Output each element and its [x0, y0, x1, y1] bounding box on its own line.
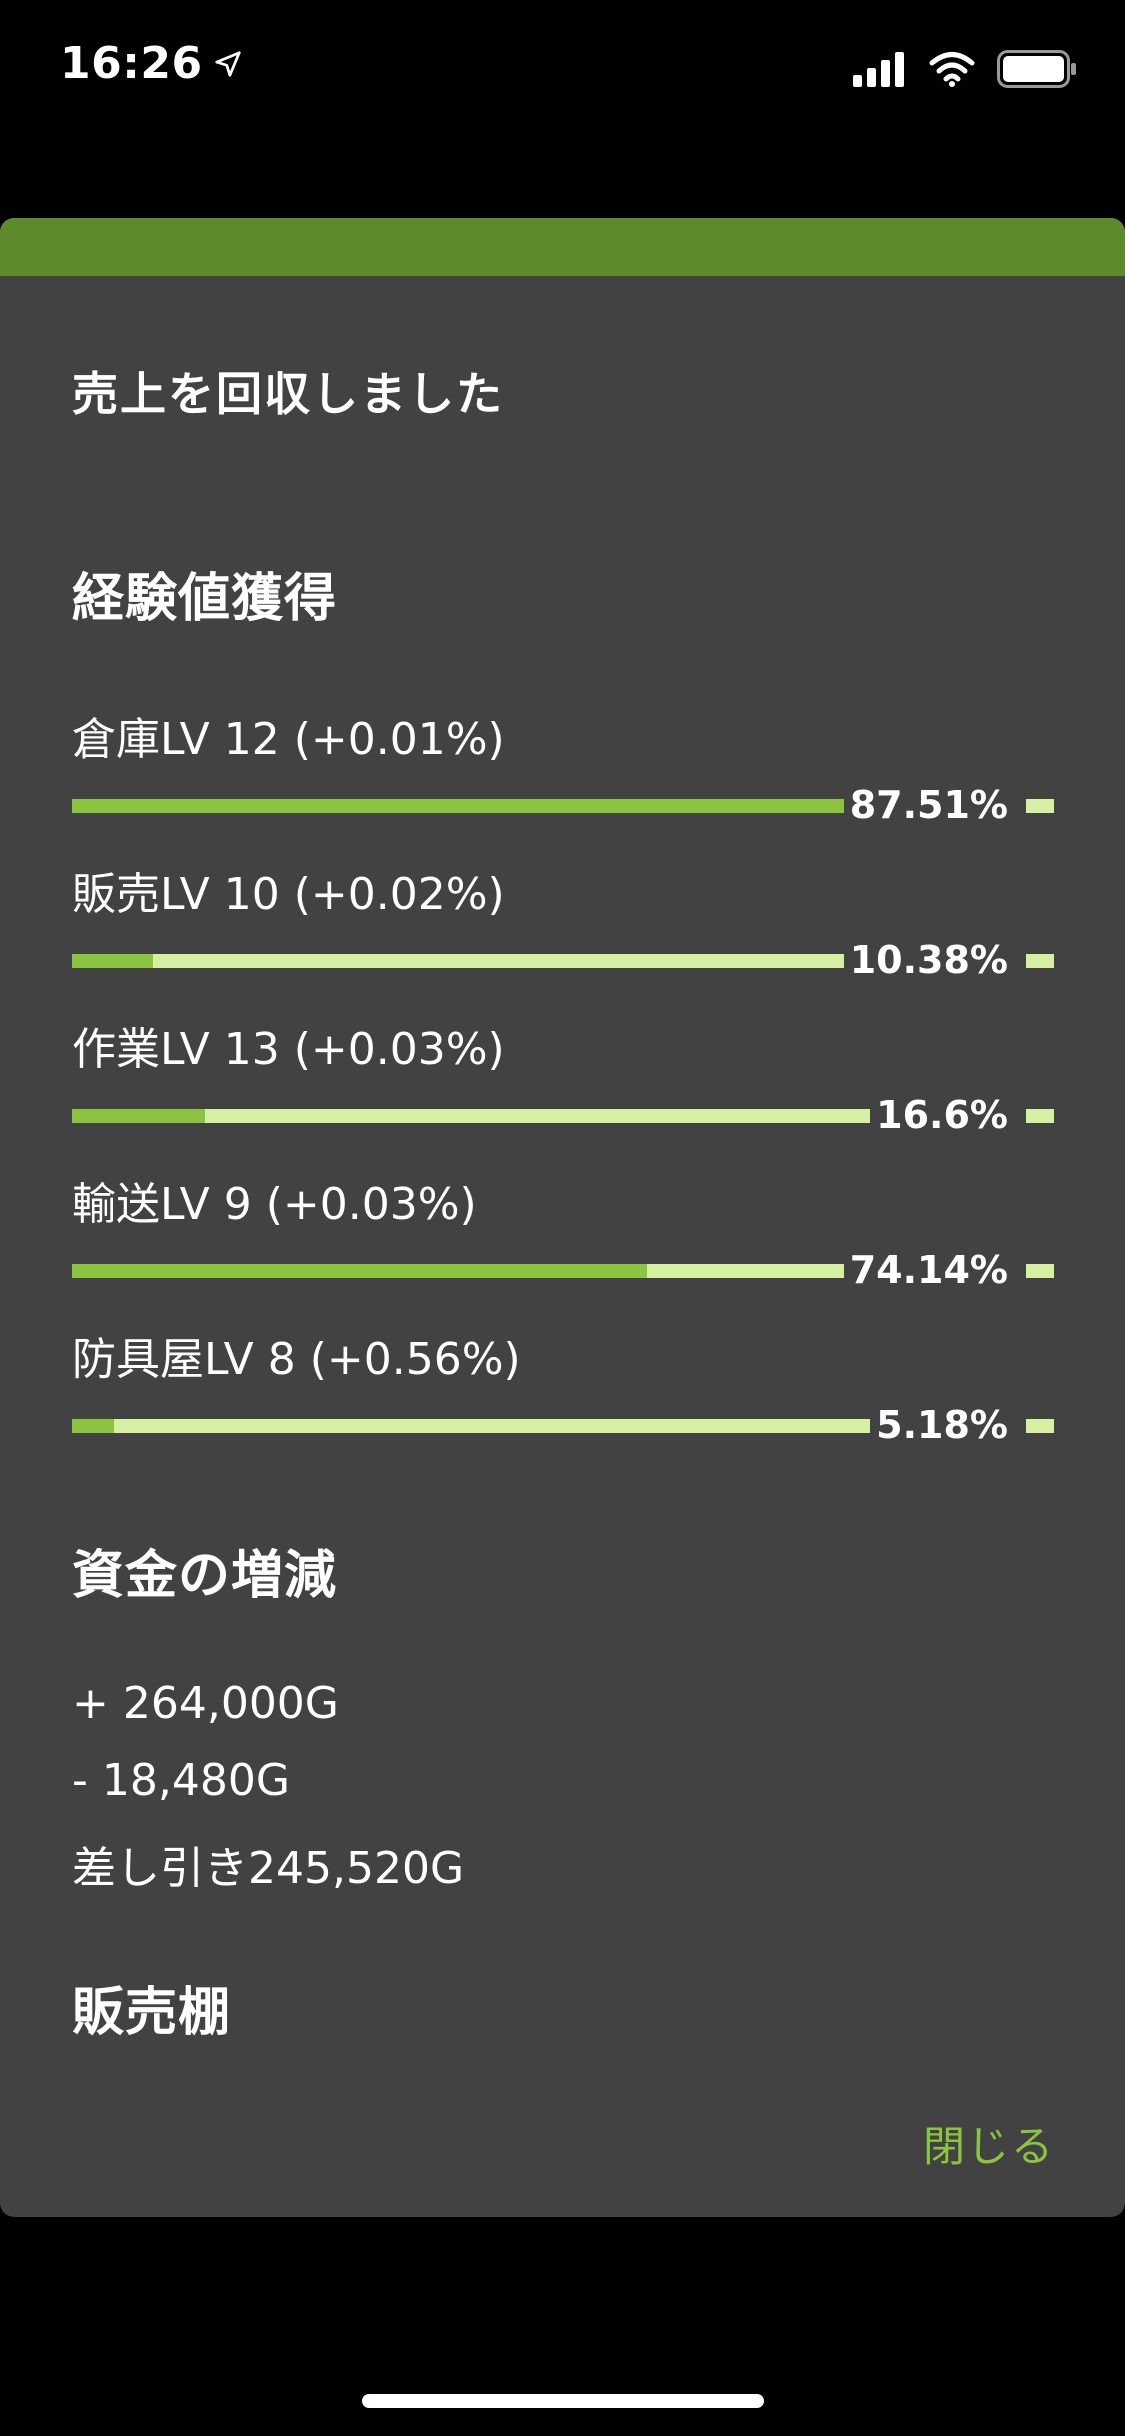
home-indicator[interactable] [362, 2394, 764, 2408]
status-icons [853, 50, 1077, 88]
progress-fill [72, 1264, 648, 1278]
status-bar: 16:26 [0, 0, 1125, 140]
dialog-title: 売上を回収しました [72, 367, 504, 421]
wifi-icon [929, 52, 975, 87]
progress-bar [72, 1419, 874, 1433]
progress-fill [72, 1109, 206, 1123]
progress-percent: 10.38% [843, 936, 1014, 984]
progress-bar [72, 1109, 874, 1123]
progress-fill [72, 954, 153, 968]
money-expense: - 18,480G [72, 1755, 290, 1806]
progress-fill [72, 799, 869, 813]
progress-percent: 16.6% [870, 1091, 1014, 1139]
progress-bar [72, 1264, 848, 1278]
progress-bar-end [1026, 1109, 1054, 1123]
shelf-section-title: 販売棚 [72, 1983, 232, 2043]
money-section-title: 資金の増減 [72, 1546, 338, 1606]
progress-bar-end [1026, 1264, 1054, 1278]
progress-bar-end [1026, 954, 1054, 968]
exp-label: 倉庫LV 12 (+0.01%) [72, 714, 505, 765]
exp-label: 作業LV 13 (+0.03%) [72, 1024, 505, 1075]
exp-label: 販売LV 10 (+0.02%) [72, 869, 505, 920]
money-net: 差し引き245,520G [72, 1843, 465, 1894]
progress-fill [72, 1419, 114, 1433]
exp-label: 輸送LV 9 (+0.03%) [72, 1179, 477, 1230]
sales-dialog: 売上を回収しました 経験値獲得 倉庫LV 12 (+0.01%) 87.51% … [0, 218, 1125, 2217]
money-income: + 264,000G [72, 1678, 339, 1729]
exp-item-warehouse: 倉庫LV 12 (+0.01%) 87.51% [72, 703, 1054, 853]
battery-icon [997, 50, 1076, 88]
exp-section-title: 経験値獲得 [72, 569, 338, 629]
progress-bar [72, 799, 982, 813]
exp-item-sales: 販売LV 10 (+0.02%) 10.38% [72, 858, 1054, 1008]
progress-bar-end [1026, 799, 1054, 813]
progress-percent: 5.18% [870, 1401, 1014, 1449]
close-button[interactable]: 閉じる [922, 2122, 1055, 2171]
progress-bar [72, 954, 848, 968]
exp-item-armor-shop: 防具屋LV 8 (+0.56%) 5.18% [72, 1323, 1054, 1473]
progress-percent: 74.14% [843, 1246, 1014, 1294]
status-time: 16:26 [60, 38, 243, 89]
status-time-text: 16:26 [60, 38, 203, 89]
progress-bar-end [1026, 1419, 1054, 1433]
cellular-signal-icon [853, 52, 904, 87]
progress-percent: 87.51% [843, 781, 1014, 829]
exp-item-work: 作業LV 13 (+0.03%) 16.6% [72, 1013, 1054, 1163]
exp-label: 防具屋LV 8 (+0.56%) [72, 1334, 521, 1385]
dialog-header-bar [0, 218, 1125, 276]
location-arrow-icon [214, 50, 241, 77]
exp-item-transport: 輸送LV 9 (+0.03%) 74.14% [72, 1168, 1054, 1318]
